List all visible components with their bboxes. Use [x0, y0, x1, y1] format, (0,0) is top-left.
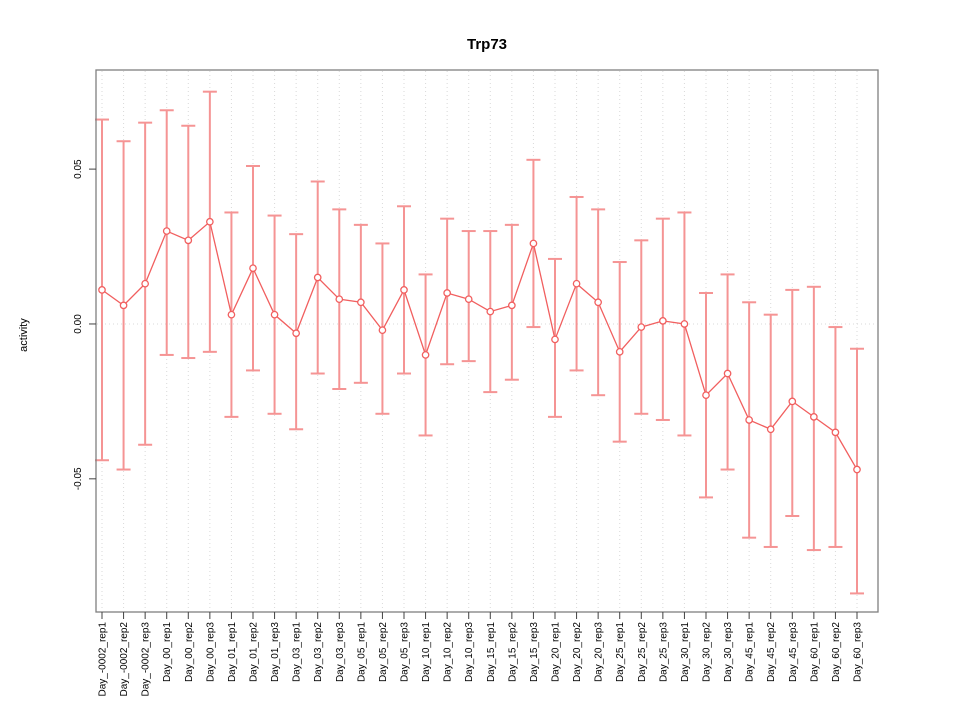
data-point	[702, 391, 710, 400]
y-tick-label: 0.00	[73, 314, 84, 334]
data-point	[766, 425, 775, 434]
x-tick-label: Day_45_rep1	[745, 622, 756, 682]
y-axis-label: activity	[18, 318, 30, 352]
data-point	[615, 347, 624, 356]
x-tick-label: Day_01_rep2	[249, 622, 260, 682]
data-point	[162, 227, 171, 235]
data-point	[292, 329, 300, 338]
data-point	[141, 279, 149, 288]
data-point	[119, 301, 128, 310]
data-point	[486, 307, 495, 316]
x-tick-label: Day_25_rep3	[658, 622, 669, 682]
x-tick-label: Day_60_rep2	[831, 622, 842, 682]
x-tick-label: Day_-0002_rep3	[141, 622, 152, 697]
data-point	[443, 289, 451, 297]
data-point	[551, 335, 559, 344]
x-tick-label: Day_60_rep3	[853, 622, 864, 682]
data-point	[464, 295, 473, 304]
x-tick-label: Day_30_rep2	[702, 622, 713, 682]
data-point	[659, 317, 667, 325]
data-point	[637, 323, 646, 331]
data-point	[98, 286, 106, 294]
data-point	[249, 264, 257, 273]
data-point	[810, 413, 818, 421]
x-tick-label: Day_25_rep1	[615, 622, 626, 682]
plot-border	[95, 69, 879, 613]
x-tick-label: Day_20_rep3	[594, 622, 605, 682]
data-point	[335, 295, 344, 304]
data-point	[853, 465, 861, 474]
data-point	[723, 369, 732, 378]
x-tick-label: Day_03_rep1	[292, 622, 303, 682]
x-tick-label: Day_10_rep2	[443, 622, 454, 682]
x-tick-label: Day_00_rep2	[184, 622, 195, 682]
data-point	[270, 310, 279, 319]
data-point	[745, 416, 753, 424]
x-tick-label: Day_20_rep1	[551, 622, 562, 682]
x-tick-label: Day_45_rep3	[788, 622, 799, 682]
x-tick-label: Day_-0002_rep2	[119, 622, 130, 697]
data-point	[206, 217, 214, 226]
x-tick-label: Day_30_rep1	[680, 622, 691, 682]
x-tick-label: Day_20_rep2	[572, 622, 583, 682]
x-tick-label: Day_15_rep3	[529, 622, 540, 682]
data-point	[184, 236, 193, 245]
x-tick-label: Day_03_rep3	[335, 622, 346, 682]
data-point	[508, 301, 516, 310]
x-tick-label: Day_01_rep1	[227, 622, 238, 682]
x-tick-label: Day_45_rep2	[766, 622, 777, 682]
data-point	[594, 298, 602, 307]
data-point	[421, 351, 430, 359]
series-line	[101, 220, 858, 470]
x-tick-label: Day_05_rep3	[400, 622, 411, 682]
x-tick-label: Day_03_rep2	[313, 622, 324, 682]
data-point	[680, 320, 689, 328]
x-tick-label: Day_15_rep1	[486, 622, 497, 682]
x-tick-label: Day_00_rep1	[162, 622, 173, 682]
data-point	[357, 298, 365, 307]
x-tick-label: Day_25_rep2	[637, 622, 648, 682]
data-point	[572, 279, 581, 288]
x-tick-label: Day_10_rep1	[421, 622, 432, 682]
x-tick-label: Day_-0002_rep1	[98, 622, 109, 697]
x-tick-label: Day_30_rep3	[723, 622, 734, 682]
data-point	[529, 239, 538, 248]
x-tick-label: Day_60_rep1	[809, 622, 820, 682]
chart-title: Trp73	[467, 36, 507, 53]
plot-area: 0.05 0.00 -0.05 Day_-0002_rep1 Day_-0002_rep…	[73, 69, 879, 697]
data-point	[378, 326, 387, 335]
data-point	[788, 397, 797, 406]
y-tick-label: 0.05	[73, 159, 84, 179]
x-tick-label: Day_10_rep3	[464, 622, 475, 682]
data-point	[313, 273, 322, 282]
x-tick-label: Day_05_rep2	[378, 622, 389, 682]
x-tick-label: Day_01_rep3	[270, 622, 281, 682]
x-tick-label: Day_00_rep3	[205, 622, 216, 682]
x-tick-label: Day_05_rep1	[356, 622, 367, 682]
data-point	[831, 428, 840, 437]
x-tick-label: Day_15_rep2	[507, 622, 518, 682]
data-point	[400, 286, 408, 294]
y-tick-label: -0.05	[73, 467, 84, 490]
data-point	[227, 310, 236, 319]
